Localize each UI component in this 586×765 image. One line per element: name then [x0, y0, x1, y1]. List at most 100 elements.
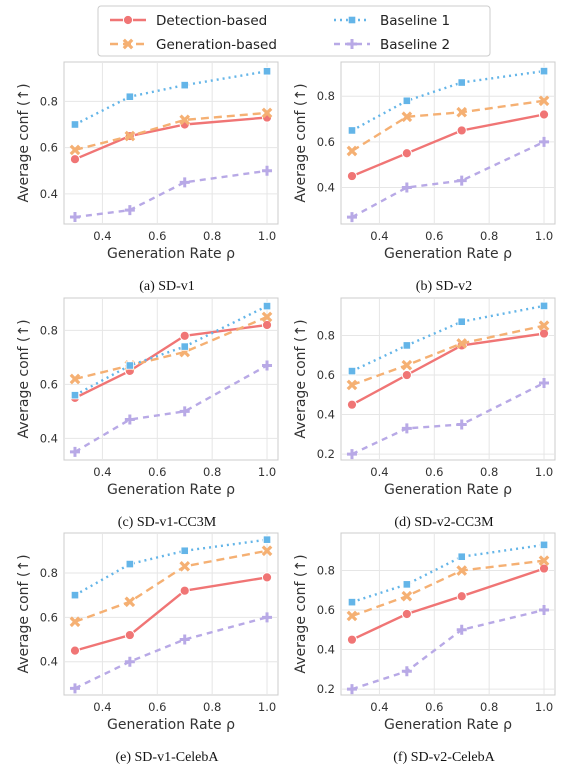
data-point: [401, 423, 412, 434]
plot-area: [63, 297, 279, 461]
subfigure-caption: (f) SD-v2-CelebA: [393, 750, 495, 765]
y-tick-label: 0.6: [40, 141, 58, 155]
data-point: [262, 360, 273, 371]
series-generation-based: [69, 107, 273, 156]
y-tick-label: 0.8: [40, 323, 58, 337]
x-tick-label: 1.0: [258, 465, 276, 479]
data-point: [457, 552, 466, 561]
data-point: [69, 616, 81, 628]
chart-panel: 0.4 0.6 0.8 1.0 0.4 0.6 0.8 Generation Rate ρ Av…: [16, 297, 279, 530]
data-point: [401, 111, 413, 123]
data-point: [69, 212, 80, 223]
y-tick-label: 0.4: [40, 655, 58, 669]
data-point: [538, 320, 550, 331]
chart-panel: 0.4 0.6 0.8 1.0 0.4 0.6 0.8 Generation Rate ρ Av…: [16, 532, 279, 765]
x-axis-label: Generation Rate ρ: [107, 717, 235, 733]
series-baseline-1: [70, 67, 272, 129]
y-tick-label: 0.4: [40, 187, 58, 201]
legend-frame: [97, 5, 491, 57]
x-tick-label: 0.4: [93, 700, 111, 714]
x-axis-label: Generation Rate ρ: [384, 482, 512, 498]
data-point: [179, 406, 190, 417]
data-point: [69, 144, 81, 156]
series-line: [74, 323, 268, 399]
data-point: [261, 319, 273, 331]
data-point: [69, 645, 81, 656]
y-tick-label: 0.8: [317, 89, 335, 103]
subfigure-caption: (d) SD-v2-CC3M: [394, 515, 494, 530]
data-point: [401, 148, 412, 159]
data-point: [401, 359, 413, 371]
x-axis-label: Generation Rate ρ: [384, 717, 512, 733]
y-axis-label: Average conf (↑): [16, 319, 32, 438]
y-axis-label: Average conf (↑): [16, 554, 32, 673]
series-line: [351, 324, 545, 387]
data-point: [539, 67, 549, 76]
data-point: [124, 205, 135, 216]
legend-marker: [347, 15, 357, 25]
legend: Detection-based Generation-based Baseline …: [97, 5, 491, 57]
data-point: [262, 165, 273, 176]
chart-panel: 0.4 0.6 0.8 1.0 0.2 0.4 0.6 0.8 Generation Rate …: [293, 532, 556, 765]
series-line: [351, 113, 545, 178]
data-point: [124, 596, 136, 608]
data-point: [179, 114, 191, 126]
data-point: [538, 109, 550, 120]
series-line: [74, 111, 268, 152]
data-point: [124, 629, 135, 641]
y-tick-label: 0.6: [317, 135, 335, 149]
y-axis-label: Average conf (↑): [293, 554, 309, 673]
data-point: [125, 559, 134, 569]
data-point: [401, 590, 413, 602]
data-point: [179, 330, 190, 341]
x-tick-label: 0.8: [203, 465, 221, 479]
series-line: [74, 169, 268, 219]
data-point: [346, 634, 358, 645]
data-point: [70, 120, 80, 129]
series-baseline-1: [70, 535, 272, 600]
data-point: [347, 126, 357, 135]
chart-panel: 0.4 0.6 0.8 1.0 0.4 0.6 0.8 Generation Rate ρ Av…: [293, 61, 556, 294]
y-tick-label: 0.8: [317, 329, 335, 343]
y-tick-label: 0.6: [317, 603, 335, 617]
data-point: [346, 379, 358, 391]
data-point: [261, 107, 273, 119]
legend-marker: [347, 39, 357, 49]
chart-panel: 0.4 0.6 0.8 1.0 0.2 0.4 0.6 0.8 Generation Rate …: [293, 297, 556, 530]
series-line: [351, 381, 545, 456]
series-line: [74, 70, 268, 126]
legend-entry: Generation-based: [110, 37, 277, 53]
series-line: [351, 559, 545, 618]
x-tick-label: 0.6: [148, 465, 166, 479]
data-point: [179, 585, 190, 596]
series-line: [74, 315, 268, 381]
data-point: [402, 341, 411, 350]
plot-area: [63, 61, 279, 225]
series-baseline-2: [346, 605, 550, 695]
x-tick-label: 0.8: [203, 700, 221, 714]
data-point: [179, 177, 190, 188]
data-point: [346, 399, 358, 410]
data-point: [347, 598, 357, 607]
y-tick-label: 0.4: [317, 180, 335, 194]
series-baseline-2: [69, 612, 273, 694]
x-tick-label: 0.8: [480, 229, 498, 243]
series-line: [351, 69, 545, 132]
series-line: [351, 567, 545, 641]
data-point: [456, 624, 467, 635]
data-point: [346, 684, 357, 695]
y-axis-label: Average conf (↑): [16, 83, 32, 202]
data-point: [125, 92, 134, 101]
y-axis-label: Average conf (↑): [293, 319, 309, 438]
data-point: [124, 414, 135, 425]
x-axis-label: Generation Rate ρ: [384, 246, 512, 262]
data-point: [124, 130, 136, 142]
data-point: [125, 361, 134, 370]
data-point: [70, 591, 80, 600]
data-point: [456, 175, 467, 186]
subfigure-caption: (e) SD-v1-CelebA: [115, 750, 219, 765]
data-point: [70, 391, 80, 400]
legend-label: Baseline 1: [380, 13, 450, 29]
data-point: [346, 170, 358, 182]
series-baseline-1: [347, 301, 549, 376]
